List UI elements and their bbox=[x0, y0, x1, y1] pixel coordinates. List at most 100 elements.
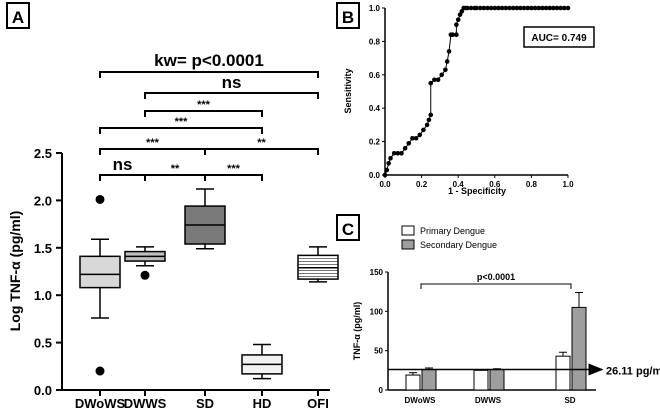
significance-bracket: ** bbox=[144, 163, 206, 181]
legend-swatch bbox=[401, 239, 415, 250]
bracket-line bbox=[144, 110, 263, 117]
roc-point bbox=[428, 112, 434, 118]
panel-b-xlabel: 1 - Specificity bbox=[448, 186, 506, 196]
box-sd bbox=[184, 188, 226, 250]
roc-point bbox=[446, 49, 452, 54]
panel-label-c-text: C bbox=[342, 220, 354, 239]
bar-rect bbox=[405, 374, 421, 391]
panel-c-ytick-label: 150 bbox=[370, 268, 384, 277]
roc-point bbox=[468, 5, 474, 11]
threshold-label: 26.11 pg/ml bbox=[606, 365, 660, 377]
roc-point bbox=[454, 22, 459, 28]
panel-b-xtick-label: 0.4 bbox=[453, 180, 465, 189]
roc-point bbox=[565, 5, 571, 11]
panel-a-ytick-label: 2.0 bbox=[34, 193, 52, 208]
roc-point bbox=[492, 5, 498, 11]
roc-point bbox=[439, 72, 445, 78]
panel-label-b: B bbox=[336, 2, 360, 29]
panel-b-xtick-label: 1.0 bbox=[562, 180, 574, 189]
roc-point bbox=[384, 167, 390, 173]
roc-point bbox=[417, 132, 423, 138]
legend-swatch bbox=[401, 225, 415, 236]
panel-c-ytick-label: 50 bbox=[374, 347, 383, 356]
roc-point bbox=[503, 5, 509, 11]
roc-point bbox=[543, 5, 549, 11]
panel-b-xtick-label: 0.8 bbox=[526, 180, 538, 189]
bar-rect bbox=[489, 369, 505, 391]
significance-bracket: ns bbox=[144, 73, 319, 99]
significance-bracket: *** bbox=[204, 163, 263, 181]
bar-rect bbox=[555, 355, 571, 391]
panel-a-xtick-label: OFI bbox=[307, 396, 329, 410]
roc-point bbox=[551, 5, 556, 11]
legend-label: Secondary Dengue bbox=[420, 240, 497, 250]
roc-point bbox=[465, 5, 470, 11]
bracket-line bbox=[204, 174, 263, 181]
roc-point bbox=[540, 5, 545, 11]
bracket-label: ** bbox=[171, 163, 180, 175]
bracket-line bbox=[99, 127, 263, 134]
roc-point bbox=[477, 5, 483, 11]
panel-a-xtick-label: SD bbox=[196, 396, 214, 410]
bracket-line bbox=[204, 148, 319, 155]
roc-point bbox=[562, 5, 567, 11]
roc-point bbox=[435, 77, 441, 83]
bar-dwws-primary bbox=[473, 369, 489, 391]
significance-label: p<0.0001 bbox=[477, 272, 515, 282]
legend-label: Primary Dengue bbox=[420, 226, 485, 236]
significance-bracket bbox=[420, 283, 572, 289]
panel-b-xtick-label: 0.6 bbox=[489, 180, 501, 189]
panel-b-ytick-label: 1.0 bbox=[369, 4, 381, 13]
panel-c-ytick-label: 100 bbox=[370, 307, 384, 316]
roc-point bbox=[454, 32, 459, 38]
panel-label-c: C bbox=[336, 214, 360, 241]
roc-point bbox=[485, 5, 490, 11]
panel-a-ytick-label: 0.5 bbox=[34, 336, 52, 351]
bracket-line bbox=[99, 71, 319, 78]
panel-label-a: A bbox=[6, 2, 30, 29]
significance-bracket: *** bbox=[144, 99, 263, 117]
panel-a-xtick-label: HD bbox=[253, 396, 272, 410]
roc-point bbox=[410, 135, 415, 141]
roc-point bbox=[488, 5, 494, 11]
panel-a-xtick-label: DWWS bbox=[124, 396, 167, 410]
roc-point bbox=[536, 5, 542, 11]
bracket-line bbox=[144, 92, 319, 99]
roc-point bbox=[382, 172, 388, 178]
bracket-label: ns bbox=[113, 155, 133, 174]
roc-point bbox=[424, 122, 430, 128]
roc-point bbox=[391, 150, 397, 156]
bar-rect bbox=[421, 369, 437, 391]
roc-point bbox=[518, 5, 523, 11]
roc-point bbox=[450, 32, 456, 38]
panel-b-xtick-label: 0.2 bbox=[416, 180, 428, 189]
roc-point bbox=[395, 150, 401, 156]
panel-c-ylabel: TNF-α (pg/ml) bbox=[352, 302, 362, 361]
roc-point bbox=[554, 5, 560, 11]
roc-point bbox=[432, 77, 437, 83]
box-dwows bbox=[79, 194, 121, 376]
roc-point bbox=[413, 135, 419, 141]
roc-point bbox=[514, 5, 520, 11]
bracket-label: ** bbox=[257, 137, 266, 149]
bracket-label: *** bbox=[146, 137, 160, 149]
roc-point bbox=[510, 5, 516, 11]
roc-point bbox=[529, 5, 534, 11]
roc-point bbox=[496, 5, 501, 11]
bracket-label: *** bbox=[175, 116, 189, 128]
bar-dwows-secondary bbox=[421, 367, 437, 391]
roc-point bbox=[507, 5, 512, 11]
roc-point bbox=[521, 5, 527, 11]
panel-b-xtick-label: 0.0 bbox=[379, 180, 391, 189]
roc-point bbox=[558, 5, 563, 11]
bracket-label: ns bbox=[222, 73, 242, 92]
roc-point bbox=[428, 80, 434, 86]
panel-label-b-text: B bbox=[342, 8, 354, 27]
box-dwws bbox=[124, 246, 166, 280]
roc-point bbox=[406, 140, 412, 146]
panel-b-roc-curve: Sensitivity 1 - Specificity 0.0 0.2 0.4 0.6… bbox=[343, 4, 595, 196]
significance-bracket: *** bbox=[99, 116, 263, 134]
roc-point bbox=[421, 127, 426, 133]
bracket-line bbox=[99, 174, 146, 181]
